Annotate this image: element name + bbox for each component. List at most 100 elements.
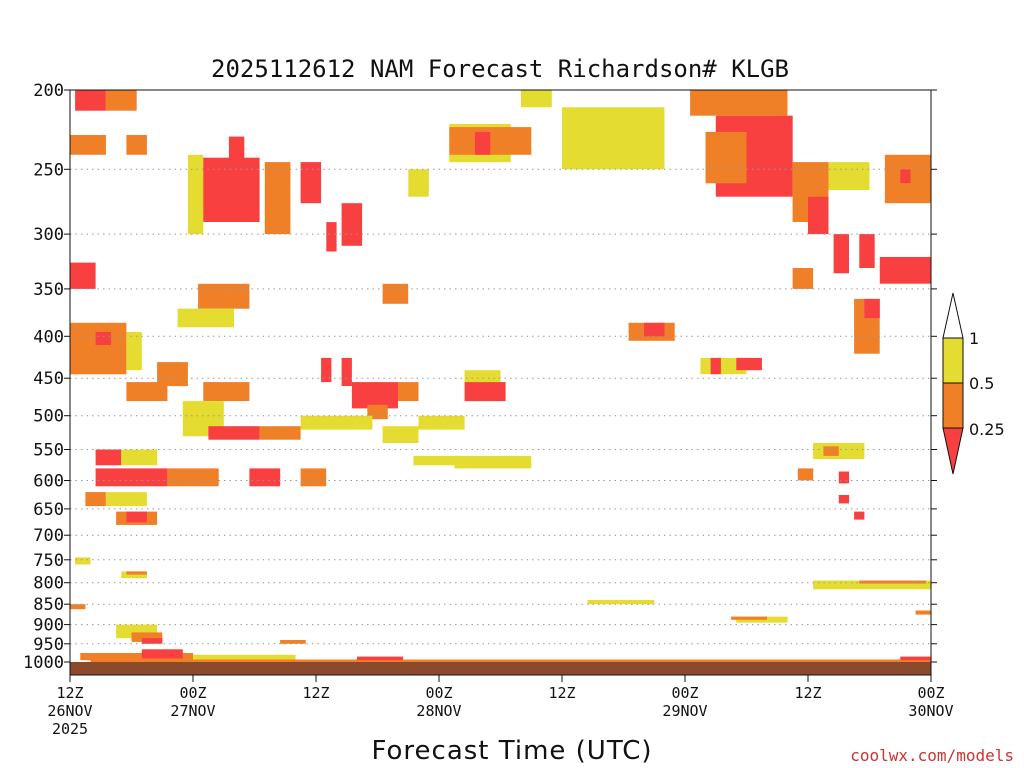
ri-cell-mid: [126, 135, 147, 155]
ri-cell-low: [300, 162, 322, 204]
ri-cell-mid: [259, 426, 301, 440]
y-tick-label-250: 250: [33, 160, 64, 180]
ri-cell-mid: [300, 468, 327, 487]
x-tick-label-7-0: 00Z: [917, 684, 944, 702]
y-tick-label-900: 900: [33, 616, 64, 636]
x-tick-label-6-0: 12Z: [794, 684, 821, 702]
ri-cell-high: [177, 308, 234, 328]
legend-swatch-high: [942, 337, 964, 384]
y-tick-label-800: 800: [33, 574, 64, 594]
ri-cell-low: [864, 298, 880, 319]
ri-cell-high: [382, 426, 419, 443]
ri-cell-low: [70, 262, 96, 289]
ri-cell-low: [95, 449, 122, 466]
x-tick-label-1-0: 00Z: [179, 684, 206, 702]
legend-label-0.25: 0.25: [969, 420, 1005, 439]
y-tick-label-450: 450: [33, 369, 64, 389]
legend-label-0.5: 0.5: [969, 374, 994, 393]
x-tick-label-0-0: 12Z: [56, 684, 83, 702]
legend-swatch-mid: [942, 382, 964, 429]
ri-cell-low: [341, 203, 363, 246]
y-tick-label-650: 650: [33, 500, 64, 520]
colorbar-legend: 1 0.5 0.25: [942, 292, 1005, 475]
ri-cell-mid: [105, 90, 137, 111]
ri-cell-low: [208, 426, 260, 440]
ri-cell-mid: [859, 580, 926, 584]
ri-cell-low: [838, 495, 850, 504]
ri-cell-high: [300, 415, 373, 430]
ri-cell-high: [418, 415, 465, 430]
ri-cell-low: [198, 157, 260, 222]
ri-cell-mid: [70, 604, 86, 610]
ri-cell-low: [808, 196, 829, 235]
ri-cell-mid: [367, 404, 388, 420]
credit-text: coolwx.com/models: [850, 746, 1014, 765]
x-tick-label-1-1: 27NOV: [170, 702, 215, 720]
ri-cell-high: [521, 90, 552, 108]
x-tick-label-0-2: 2025: [52, 720, 88, 738]
ri-cell-mid: [705, 131, 747, 184]
ri-cell-low: [249, 468, 281, 487]
ri-cell-mid: [70, 135, 106, 155]
ri-cell-mid: [85, 492, 106, 507]
ri-cell-low: [464, 382, 506, 402]
ri-cell-mid: [70, 322, 127, 375]
ri-cell-low: [75, 90, 106, 111]
ri-cell-high: [187, 154, 204, 235]
ri-cell-low: [95, 331, 111, 346]
ri-cell-low: [859, 234, 875, 268]
ri-cell-mid: [731, 616, 767, 620]
ri-cell-low: [126, 511, 147, 523]
ri-cell-low: [228, 136, 245, 163]
ri-cell-high: [193, 654, 296, 661]
x-tick-label-5-0: 00Z: [671, 684, 698, 702]
x-axis-label: Forecast Time (UTC): [371, 736, 652, 766]
ri-cell-high: [562, 107, 665, 170]
ri-cell-low: [854, 511, 865, 520]
ri-cell-mid: [264, 162, 291, 235]
ri-cell-low: [141, 649, 183, 659]
ri-cell-low: [838, 471, 850, 484]
ri-cell-none: [387, 318, 522, 354]
legend-arrow-bottom: [942, 427, 964, 475]
y-tick-label-600: 600: [33, 472, 64, 492]
ri-cell-high: [105, 492, 147, 507]
ri-cell-high: [587, 600, 655, 605]
ri-cell-mid: [382, 283, 409, 304]
ri-cell-low: [326, 222, 337, 252]
ri-cell-mid: [398, 382, 419, 402]
ground-strip: [70, 662, 931, 675]
ri-cell-high: [75, 557, 91, 565]
x-tick-label-2-0: 12Z: [302, 684, 329, 702]
y-tick-label-550: 550: [33, 441, 64, 461]
ri-cell-low: [900, 169, 911, 184]
y-tick-label-700: 700: [33, 526, 64, 546]
ri-cell-high: [813, 580, 931, 590]
y-tick-label-500: 500: [33, 407, 64, 427]
ri-cell-high: [121, 571, 147, 579]
x-tick-label-3-1: 28NOV: [416, 702, 461, 720]
ri-cell-low: [141, 638, 163, 644]
y-tick-label-950: 950: [33, 635, 64, 655]
ri-cell-mid: [131, 632, 163, 642]
ri-cell-low: [833, 234, 849, 274]
legend-label-1: 1: [969, 329, 979, 348]
ri-cell-mid: [792, 268, 814, 289]
ri-cell-high: [408, 169, 429, 197]
ri-cell-mid: [167, 468, 219, 487]
ri-cell-mid: [157, 362, 188, 387]
ri-cell-low: [644, 322, 665, 337]
ri-cell-low: [879, 257, 932, 284]
ri-cell-high: [126, 331, 142, 371]
plot-frame: [69, 89, 932, 676]
y-axis-ticks: 200 250 300 350 400 450 500 550 600 650 700 750 8008…: [23, 81, 937, 673]
ri-cell-low: [900, 656, 932, 661]
ri-cell-low: [351, 382, 398, 409]
ri-cell-low: [736, 357, 762, 371]
ri-cell-mid: [203, 382, 250, 402]
chart-title: 2025112612 NAM Forecast Richardson# KLGB: [211, 55, 789, 83]
x-tick-label-7-1: 30NOV: [908, 702, 953, 720]
y-tick-label-350: 350: [33, 280, 64, 300]
